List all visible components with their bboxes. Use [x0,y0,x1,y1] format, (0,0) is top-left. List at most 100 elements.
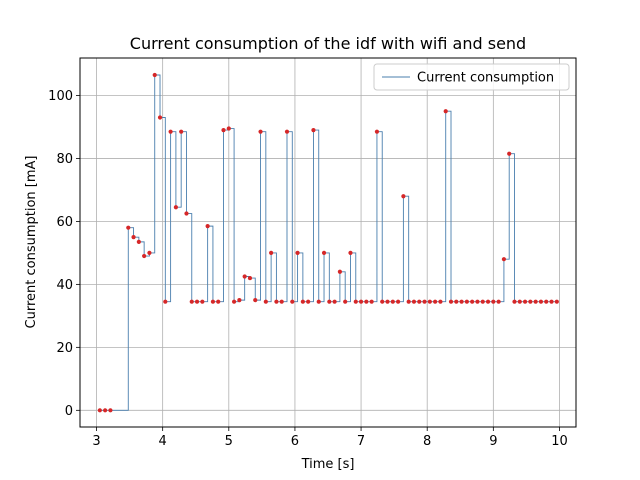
data-point [108,408,113,413]
series-current-consumption [97,72,559,413]
data-point [528,299,533,304]
data-point [443,109,448,114]
data-point [274,299,279,304]
data-point [369,299,374,304]
data-point [470,299,475,304]
data-point [438,299,443,304]
data-point [348,250,353,255]
legend-label: Current consumption [417,71,554,86]
data-point [374,129,380,134]
data-point [390,299,395,304]
x-axis-label: Time [s] [301,457,355,472]
data-point [464,299,469,304]
data-point [173,205,178,210]
data-point [295,250,300,255]
x-tick-label: 7 [357,434,365,449]
x-tick-label: 5 [225,434,233,449]
data-point [221,127,226,133]
data-point [554,299,559,304]
data-point [242,274,247,279]
data-point [284,129,290,134]
data-point [290,299,295,304]
data-point [163,299,168,304]
data-point [189,299,194,304]
x-tick-label: 3 [92,434,100,449]
data-point [253,298,258,303]
grid [80,58,576,427]
data-point [168,129,173,134]
y-tick-label: 20 [56,341,73,356]
legend: Current consumption [373,63,570,91]
data-point [512,299,517,304]
data-point [231,299,237,304]
data-point [533,299,538,304]
data-point [200,299,205,304]
data-point [337,269,343,274]
data-point [194,299,200,304]
data-point [311,127,316,133]
data-point [321,250,327,255]
data-point [358,299,364,304]
data-point [343,299,348,304]
data-point [258,129,263,134]
data-point [491,299,496,304]
x-tick-label: 9 [489,434,497,449]
data-point [142,253,147,259]
x-tick-label: 4 [159,434,167,449]
data-point [433,299,438,304]
data-point [507,151,512,156]
data-point [269,250,274,255]
data-point [380,299,385,304]
data-point [237,298,242,303]
data-point [401,194,406,199]
data-point [448,299,454,304]
data-point [427,299,432,304]
x-tick-label: 6 [291,434,299,449]
data-point [480,299,485,304]
y-tick-label: 40 [56,278,73,293]
data-point [501,257,507,262]
data-point [152,72,157,78]
data-point [147,250,152,255]
data-point [332,299,337,304]
chart-title: Current consumption of the idf with wifi… [130,34,526,53]
data-point [496,299,501,304]
y-axis-label: Current consumption [mA] [24,156,39,329]
data-point [411,299,417,304]
data-point [136,239,141,244]
data-point [459,299,464,304]
data-point [216,299,221,304]
data-point [406,299,411,304]
data-point [103,408,108,413]
data-point [517,299,522,304]
data-point [97,408,102,413]
data-point [157,115,163,120]
y-tick-label: 80 [56,152,73,167]
x-tick-label: 10 [551,434,568,449]
plot-frame [79,57,577,428]
data-point [422,299,427,304]
data-point [184,211,189,216]
data-point [279,299,284,304]
data-point [353,299,358,304]
data-point [210,299,216,304]
y-tick-label: 60 [56,215,73,230]
data-point [417,299,422,304]
y-tick-label: 0 [65,404,73,419]
data-point [247,275,253,281]
data-point [454,299,459,304]
data-point [385,299,390,304]
data-point [364,299,369,304]
data-point [544,299,549,304]
data-point [316,299,321,304]
legend-box [373,63,570,91]
data-point [485,299,491,304]
data-point [549,299,554,304]
data-point [131,235,136,240]
data-point [205,224,210,229]
y-tick-label: 100 [48,89,73,104]
data-point [306,299,311,304]
x-tick-label: 8 [423,434,431,449]
data-point [179,129,184,134]
